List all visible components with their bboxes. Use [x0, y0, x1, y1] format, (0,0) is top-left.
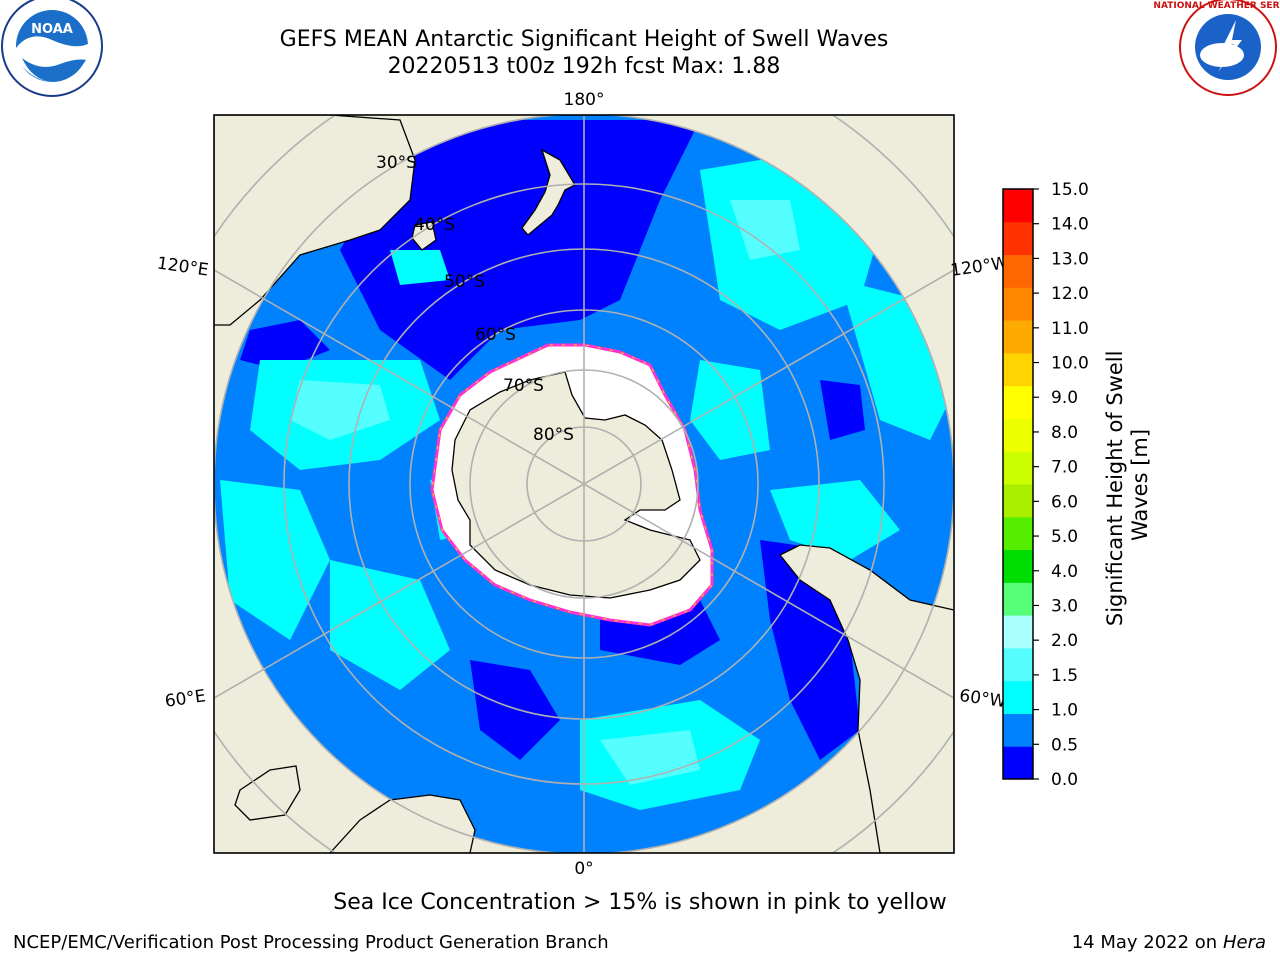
- colorbar-ticks: 15.0 14.0 13.0 12.0 11.0 10.0 9.0 8.0 7.0 6.0 5.0 4…: [1033, 180, 1089, 790]
- colorbar-tick-label: 6.0: [1051, 492, 1078, 512]
- colorbar-segment: [1003, 516, 1033, 551]
- lat-label-50s: 50°S: [444, 272, 485, 292]
- tasmania-island: [411, 221, 437, 251]
- colorbar-label-line2: Waves [m]: [1128, 429, 1152, 541]
- colorbar-segment: [1003, 713, 1033, 747]
- colorbar-tick-label: 11.0: [1051, 319, 1089, 339]
- colorbar-tick-label: 14.0: [1051, 215, 1089, 235]
- colorbar-tick-label: 7.0: [1051, 458, 1078, 478]
- lon-label-180: 180°: [564, 90, 605, 110]
- lat-label-70s: 70°S: [503, 376, 544, 396]
- colorbar-frame: [1002, 188, 1034, 780]
- new-zealand-landmass: [521, 148, 576, 236]
- national-weather-service-logo: NATIONAL WEATHER SERVICE: [1153, 0, 1280, 96]
- graticule: [214, 115, 954, 853]
- colorbar-label: Significant Height of Swell Waves [m]: [1103, 344, 1152, 626]
- colorbar-segment: [1003, 254, 1033, 288]
- lon-label-60w: 60°W: [958, 686, 1007, 712]
- colorbar-segment: [1003, 287, 1033, 321]
- chart-title: GEFS MEAN Antarctic Significant Height o…: [279, 27, 889, 52]
- colorbar-segment: [1003, 320, 1033, 354]
- svg-text:NOAA: NOAA: [31, 22, 73, 37]
- colorbar-tick-label: 13.0: [1051, 249, 1089, 269]
- colorbar-tick-label: 15.0: [1051, 180, 1089, 200]
- colorbar-tick-label: 2.0: [1051, 631, 1078, 651]
- colorbar-tick-label: 12.0: [1051, 284, 1089, 304]
- footer-host: Hera: [1222, 932, 1266, 953]
- colorbar-segment: [1003, 418, 1033, 452]
- colorbar-segment: [1003, 549, 1033, 583]
- colorbar: [1002, 188, 1034, 780]
- lon-label-120e: 120°E: [156, 254, 210, 281]
- footer-credit: NCEP/EMC/Verification Post Processing Pr…: [13, 932, 609, 953]
- lat-label-30s: 30°S: [376, 153, 417, 173]
- noaa-logo: NOAA: [1, 0, 103, 97]
- colorbar-segment: [1003, 680, 1033, 714]
- colorbar-tick-label: 1.5: [1051, 666, 1078, 686]
- colorbar-segment: [1003, 352, 1033, 387]
- lat-label-80s: 80°S: [533, 425, 574, 445]
- chart-subtitle: 20220513 t00z 192h fcst Max: 1.88: [387, 54, 781, 79]
- madagascar-island: [234, 765, 301, 821]
- footer-date-text: 14 May 2022 on: [1071, 932, 1218, 953]
- colorbar-segment: [1003, 615, 1033, 649]
- lon-label-120w: 120°W: [949, 253, 1009, 281]
- colorbar-segment: [1003, 647, 1033, 682]
- colorbar-segment: [1003, 189, 1033, 223]
- australia-landmass: [214, 115, 416, 326]
- colorbar-tick-label: 8.0: [1051, 423, 1078, 443]
- lat-label-40s: 40°S: [414, 215, 455, 235]
- south-america-landmass: [778, 544, 954, 853]
- colorbar-tick-label: 10.0: [1051, 354, 1089, 374]
- colorbar-segment: [1003, 451, 1033, 485]
- lat-label-60s: 60°S: [475, 325, 516, 345]
- colorbar-tick-label: 1.0: [1051, 701, 1078, 721]
- colorbar-segment: [1003, 221, 1033, 256]
- lon-label-60e: 60°E: [164, 686, 207, 711]
- map-frame: [213, 114, 955, 854]
- colorbar-tick-label: 0.0: [1051, 770, 1078, 790]
- south-africa-landmass: [329, 794, 476, 853]
- colorbar-label-line1: Significant Height of Swell: [1103, 351, 1127, 627]
- colorbar-tick-label: 0.5: [1051, 735, 1078, 755]
- sea-ice-note: Sea Ice Concentration > 15% is shown in …: [333, 890, 947, 915]
- colorbar-tick-label: 4.0: [1051, 562, 1078, 582]
- colorbar-segment: [1003, 484, 1033, 518]
- lon-label-0: 0°: [574, 859, 593, 879]
- footer-date: 14 May 2022 on Hera: [1072, 932, 1266, 953]
- colorbar-tick-label: 3.0: [1051, 596, 1078, 616]
- colorbar-tick-label: 9.0: [1051, 388, 1078, 408]
- colorbar-segment: [1003, 582, 1033, 616]
- colorbar-tick-label: 5.0: [1051, 527, 1078, 547]
- colorbar-segment: [1003, 385, 1033, 419]
- colorbar-segment: [1003, 746, 1033, 780]
- svg-text:NATIONAL WEATHER SERVICE: NATIONAL WEATHER SERVICE: [1153, 1, 1280, 11]
